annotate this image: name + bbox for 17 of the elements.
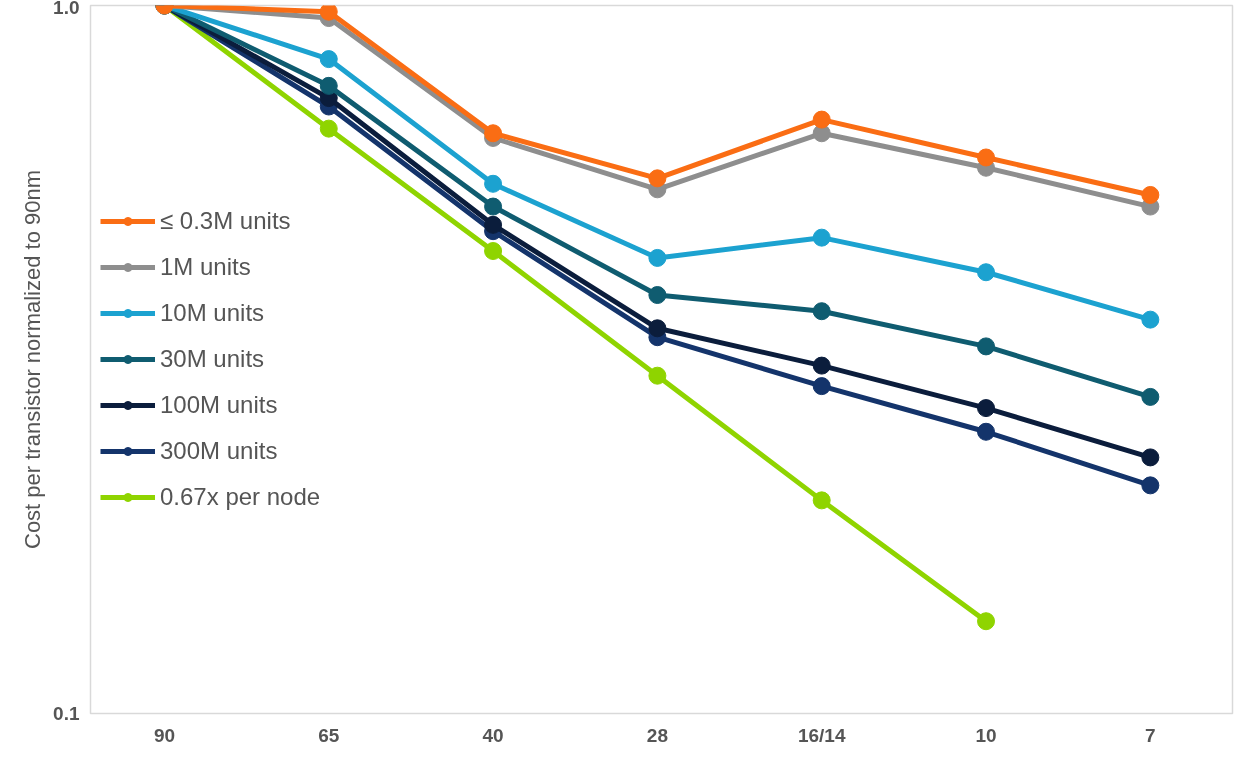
legend-label: 10M units bbox=[160, 298, 265, 328]
x-tick-label: 65 bbox=[318, 724, 340, 746]
legend-label: 0.67x per node bbox=[160, 482, 321, 512]
legend-label: 300M units bbox=[160, 436, 278, 466]
legend-label: ≤ 0.3M units bbox=[160, 206, 291, 236]
legend-label: 100M units bbox=[160, 390, 278, 420]
y-tick-label: 0.1 bbox=[53, 703, 80, 724]
x-tick-label: 10 bbox=[975, 724, 997, 746]
x-tick-label: 7 bbox=[1145, 724, 1156, 746]
legend-label: 1M units bbox=[160, 252, 251, 282]
x-tick-label: 28 bbox=[646, 724, 668, 746]
x-tick-label: 90 bbox=[153, 724, 176, 746]
y-tick-label: 1.0 bbox=[53, 0, 80, 18]
legend-label: 30M units bbox=[160, 344, 265, 374]
x-tick-label: 16/14 bbox=[797, 724, 846, 746]
x-tick-label: 40 bbox=[482, 724, 504, 746]
y-axis-title: Cost per transistor normalized to 90nm bbox=[20, 169, 46, 550]
